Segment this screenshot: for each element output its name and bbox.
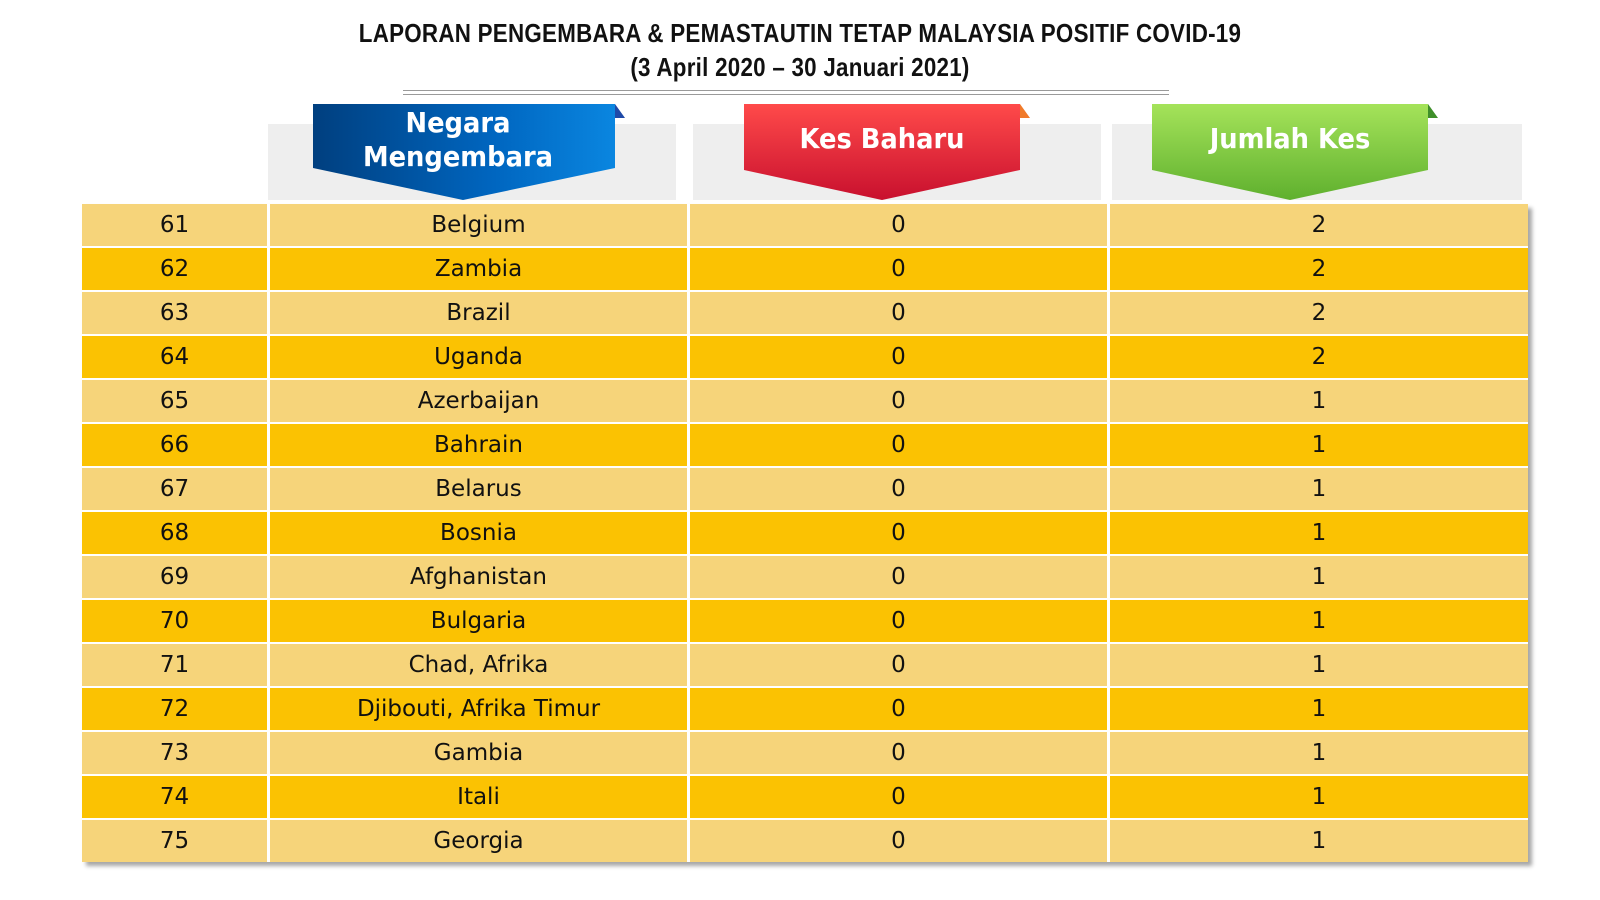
- new-cases-cell: 0: [690, 248, 1110, 290]
- report-date-range: (3 April 2020 – 30 Januari 2021): [630, 52, 970, 82]
- header-country-banner: Negara Mengembara: [313, 104, 625, 200]
- new-cases-cell: 0: [690, 556, 1110, 598]
- row-number: 72: [82, 688, 270, 730]
- country-cell: Bulgaria: [270, 600, 690, 642]
- country-cell: Djibouti, Afrika Timur: [270, 688, 690, 730]
- row-number: 64: [82, 336, 270, 378]
- row-number: 63: [82, 292, 270, 334]
- country-cell: Itali: [270, 776, 690, 818]
- table-row: 74 Itali 0 1: [82, 776, 1528, 820]
- country-cell: Belarus: [270, 468, 690, 510]
- country-cell: Brazil: [270, 292, 690, 334]
- country-cell: Uganda: [270, 336, 690, 378]
- table-row: 65 Azerbaijan 0 1: [82, 380, 1528, 424]
- country-cell: Gambia: [270, 732, 690, 774]
- row-number: 69: [82, 556, 270, 598]
- header-total-cases-banner: Jumlah Kes: [1152, 104, 1438, 200]
- country-cell: Azerbaijan: [270, 380, 690, 422]
- country-cell: Georgia: [270, 820, 690, 862]
- cases-table: 61 Belgium 0 2 62 Zambia 0 2 63 Brazil 0 2 64 Uganda 0…: [82, 204, 1528, 862]
- table-row: 71 Chad, Afrika 0 1: [82, 644, 1528, 688]
- header-new-cases-banner: Kes Baharu: [744, 104, 1030, 200]
- country-cell: Zambia: [270, 248, 690, 290]
- country-cell: Belgium: [270, 204, 690, 246]
- total-cases-cell: 1: [1311, 740, 1327, 766]
- table-row: 61 Belgium 0 2: [82, 204, 1528, 248]
- row-number: 68: [82, 512, 270, 554]
- total-cases-cell: 1: [1311, 520, 1327, 546]
- table-row: 62 Zambia 0 2: [82, 248, 1528, 292]
- row-number: 70: [82, 600, 270, 642]
- new-cases-cell: 0: [690, 600, 1110, 642]
- new-cases-cell: 0: [690, 336, 1110, 378]
- new-cases-cell: 0: [690, 424, 1110, 466]
- header-country-shape: [313, 104, 625, 200]
- table-row: 70 Bulgaria 0 1: [82, 600, 1528, 644]
- row-number: 62: [82, 248, 270, 290]
- row-number: 73: [82, 732, 270, 774]
- total-cases-cell: 1: [1311, 388, 1327, 414]
- header-new-cases-shape: [744, 104, 1030, 200]
- table-row: 63 Brazil 0 2: [82, 292, 1528, 336]
- new-cases-cell: 0: [690, 732, 1110, 774]
- table-row: 75 Georgia 0 1: [82, 820, 1528, 862]
- country-cell: Bosnia: [270, 512, 690, 554]
- total-cases-cell: 2: [1311, 256, 1327, 282]
- total-cases-cell: 1: [1311, 828, 1327, 854]
- row-number: 71: [82, 644, 270, 686]
- total-cases-cell: 1: [1311, 784, 1327, 810]
- row-number: 74: [82, 776, 270, 818]
- total-cases-cell: 1: [1311, 608, 1327, 634]
- total-cases-cell: 2: [1311, 344, 1327, 370]
- new-cases-cell: 0: [690, 292, 1110, 334]
- row-number: 67: [82, 468, 270, 510]
- table-row: 69 Afghanistan 0 1: [82, 556, 1528, 600]
- header-country-label: Negara Mengembara: [362, 106, 554, 173]
- new-cases-cell: 0: [690, 820, 1110, 862]
- new-cases-cell: 0: [690, 512, 1110, 554]
- new-cases-cell: 0: [690, 204, 1110, 246]
- new-cases-cell: 0: [690, 468, 1110, 510]
- table-row: 67 Belarus 0 1: [82, 468, 1528, 512]
- country-cell: Bahrain: [270, 424, 690, 466]
- header-total-cases-shape: [1152, 104, 1438, 200]
- new-cases-cell: 0: [690, 380, 1110, 422]
- header-new-cases-label: Kes Baharu: [799, 122, 965, 155]
- table-row: 64 Uganda 0 2: [82, 336, 1528, 380]
- total-cases-cell: 1: [1311, 564, 1327, 590]
- total-cases-cell: 1: [1311, 696, 1327, 722]
- new-cases-cell: 0: [690, 776, 1110, 818]
- table-row: 66 Bahrain 0 1: [82, 424, 1528, 468]
- report-title: LAPORAN PENGEMBARA & PEMASTAUTIN TETAP M…: [358, 18, 1242, 48]
- total-cases-cell: 2: [1311, 300, 1327, 326]
- new-cases-cell: 0: [690, 644, 1110, 686]
- new-cases-cell: 0: [690, 688, 1110, 730]
- country-cell: Chad, Afrika: [270, 644, 690, 686]
- total-cases-cell: 2: [1311, 212, 1327, 238]
- country-cell: Afghanistan: [270, 556, 690, 598]
- total-cases-cell: 1: [1311, 476, 1327, 502]
- row-number: 66: [82, 424, 270, 466]
- header-total-cases-label: Jumlah Kes: [1209, 122, 1371, 155]
- row-number: 75: [82, 820, 270, 862]
- title-divider: [403, 90, 1169, 95]
- table-row: 73 Gambia 0 1: [82, 732, 1528, 776]
- row-number: 61: [82, 204, 270, 246]
- row-number: 65: [82, 380, 270, 422]
- total-cases-cell: 1: [1311, 432, 1327, 458]
- table-row: 72 Djibouti, Afrika Timur 0 1: [82, 688, 1528, 732]
- total-cases-cell: 1: [1311, 652, 1327, 678]
- table-row: 68 Bosnia 0 1: [82, 512, 1528, 556]
